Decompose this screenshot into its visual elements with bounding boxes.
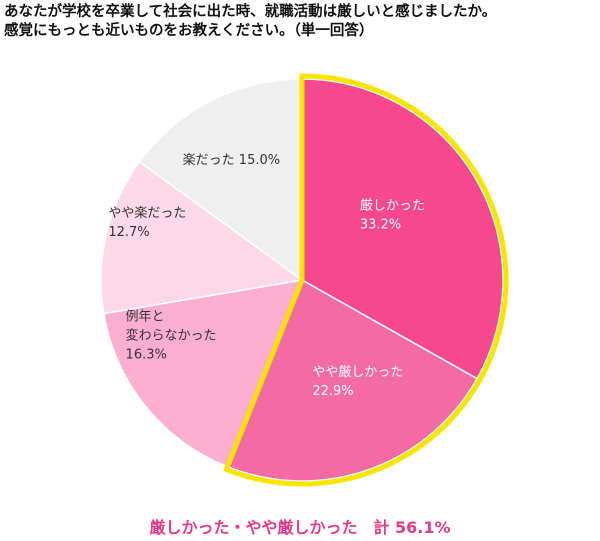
emphasis-outline xyxy=(223,73,509,487)
slice-label-line-1: やや厳しかった xyxy=(312,365,403,380)
chart-title: あなたが学校を卒業して社会に出た時、就職活動は厳しいと感じましたか。 感覚にもっ… xyxy=(4,3,598,41)
summary-total: 厳しかった・やや厳しかった 計 56.1% xyxy=(149,518,451,537)
slice-label-line-4: 楽だった 15.0% xyxy=(183,152,280,168)
slice-label-1: やや厳しかった 22.9% xyxy=(312,365,403,399)
title-line-2: 感覚にもっとも近いものをお教えください。（単一回答） xyxy=(4,23,374,39)
slice-label-3: やや楽だった 12.7% xyxy=(108,205,186,240)
slice-label-line-0: 厳しかった xyxy=(360,199,425,214)
slice-value-1: 22.9% xyxy=(312,384,353,399)
title-line-1: あなたが学校を卒業して社会に出た時、就職活動は厳しいと感じましたか。 xyxy=(4,4,497,20)
pie-slice-4 xyxy=(138,78,303,282)
slice-value-2: 16.3% xyxy=(126,347,167,362)
slice-label-line-3: やや楽だった xyxy=(108,205,186,221)
slice-label-0: 厳しかった 33.2% xyxy=(360,199,425,233)
pie-slice-1 xyxy=(226,278,479,482)
slice-label-4: 楽だった 15.0% xyxy=(183,152,280,168)
slice-value-0: 33.2% xyxy=(360,218,401,233)
slice-value-3: 12.7% xyxy=(108,225,149,240)
pie-slice-3 xyxy=(100,160,304,315)
pie-slice-0 xyxy=(301,78,504,380)
pie-slice-2 xyxy=(102,279,304,468)
slice-label-line-2: 変わらなかった xyxy=(126,327,217,343)
slice-label-line-2: 例年と xyxy=(126,309,165,324)
